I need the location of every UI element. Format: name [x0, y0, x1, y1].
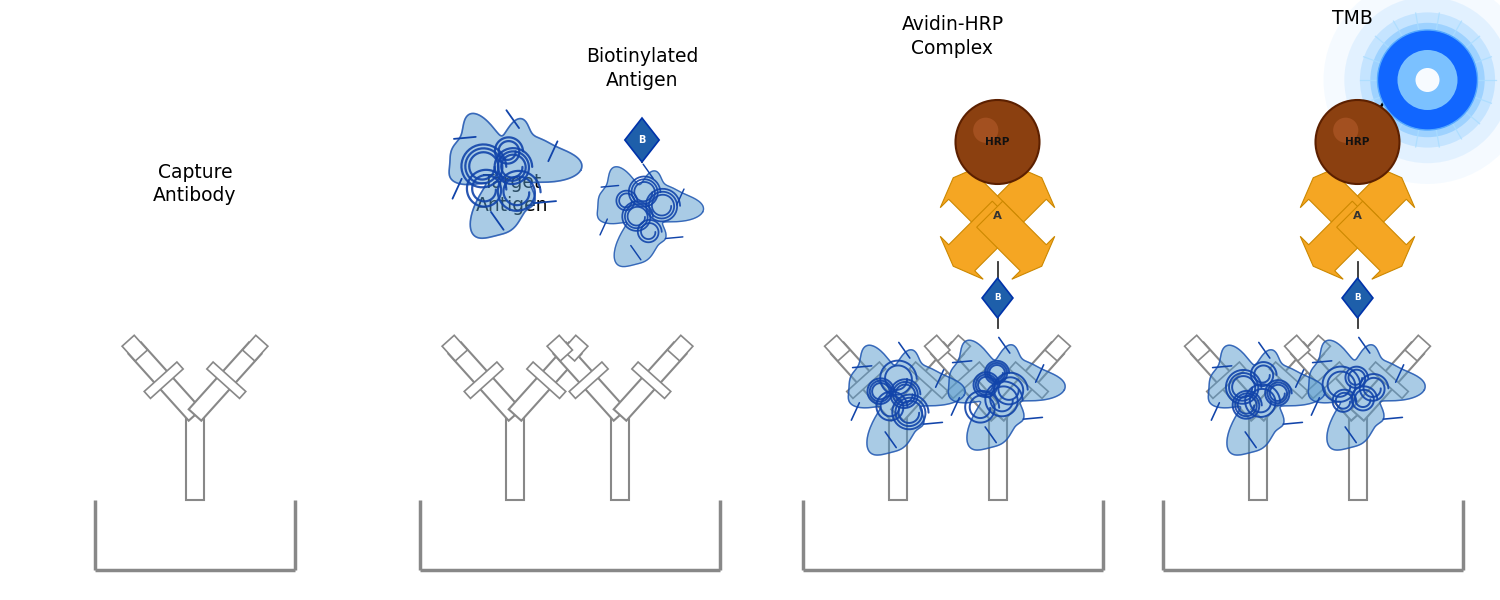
Polygon shape: [976, 165, 1054, 243]
Polygon shape: [948, 340, 1065, 450]
Polygon shape: [597, 167, 703, 266]
Circle shape: [956, 100, 1040, 184]
Polygon shape: [243, 335, 268, 361]
Circle shape: [974, 118, 999, 143]
Polygon shape: [1336, 165, 1414, 243]
Polygon shape: [976, 201, 1054, 279]
Polygon shape: [982, 278, 1012, 318]
Circle shape: [1377, 30, 1478, 130]
Polygon shape: [144, 362, 183, 398]
Text: B: B: [639, 135, 645, 145]
Bar: [1348, 415, 1366, 500]
Polygon shape: [442, 335, 468, 361]
Polygon shape: [526, 362, 566, 398]
Bar: [186, 415, 204, 500]
Polygon shape: [668, 335, 693, 361]
Polygon shape: [846, 362, 885, 398]
Polygon shape: [448, 113, 582, 238]
Polygon shape: [1406, 335, 1431, 361]
Polygon shape: [1185, 335, 1210, 361]
Polygon shape: [1191, 343, 1264, 421]
Circle shape: [1371, 23, 1485, 137]
Polygon shape: [448, 343, 522, 421]
Polygon shape: [1010, 362, 1048, 398]
Polygon shape: [509, 343, 582, 421]
Polygon shape: [891, 343, 965, 421]
Polygon shape: [1209, 345, 1324, 455]
Polygon shape: [1269, 362, 1308, 398]
Bar: [988, 415, 1006, 500]
Polygon shape: [945, 335, 970, 361]
Polygon shape: [940, 201, 1019, 279]
Polygon shape: [1370, 362, 1408, 398]
Text: B: B: [1354, 293, 1360, 302]
Circle shape: [1323, 0, 1500, 184]
Text: A: A: [1353, 211, 1362, 221]
Circle shape: [1360, 13, 1496, 148]
Text: A: A: [993, 211, 1002, 221]
Bar: [1248, 415, 1266, 500]
Polygon shape: [1336, 201, 1414, 279]
Polygon shape: [932, 343, 1004, 421]
Polygon shape: [614, 343, 687, 421]
Polygon shape: [1300, 165, 1378, 243]
Bar: [888, 415, 906, 500]
Polygon shape: [825, 335, 850, 361]
Polygon shape: [562, 335, 588, 361]
Polygon shape: [924, 335, 950, 361]
Polygon shape: [1352, 343, 1424, 421]
Polygon shape: [992, 343, 1064, 421]
Text: Avidin-HRP
Complex: Avidin-HRP Complex: [902, 16, 1004, 58]
Circle shape: [1344, 0, 1500, 163]
Polygon shape: [464, 362, 503, 398]
Polygon shape: [849, 345, 964, 455]
Polygon shape: [1300, 201, 1378, 279]
Polygon shape: [568, 362, 608, 398]
Circle shape: [1416, 68, 1440, 92]
Polygon shape: [940, 165, 1019, 243]
Text: TMB: TMB: [1332, 9, 1372, 28]
Text: HRP: HRP: [986, 137, 1010, 147]
Circle shape: [1398, 50, 1458, 110]
Polygon shape: [1251, 343, 1324, 421]
Polygon shape: [909, 362, 948, 398]
Polygon shape: [1206, 362, 1245, 398]
Polygon shape: [189, 343, 261, 421]
Polygon shape: [946, 362, 986, 398]
Text: B: B: [994, 293, 1000, 302]
Polygon shape: [632, 362, 670, 398]
Bar: [610, 415, 628, 500]
Text: Target
Antigen: Target Antigen: [476, 173, 549, 215]
Polygon shape: [129, 343, 201, 421]
Polygon shape: [554, 343, 627, 421]
Polygon shape: [1308, 340, 1425, 450]
Polygon shape: [1306, 362, 1346, 398]
Polygon shape: [207, 362, 246, 398]
Bar: [506, 415, 524, 500]
Text: Biotinylated
Antigen: Biotinylated Antigen: [586, 47, 698, 90]
Text: Capture
Antibody: Capture Antibody: [153, 163, 237, 205]
Polygon shape: [626, 118, 658, 162]
Text: HRP: HRP: [1346, 137, 1370, 147]
Polygon shape: [831, 343, 904, 421]
Polygon shape: [1342, 278, 1372, 318]
Circle shape: [1316, 100, 1400, 184]
Polygon shape: [1305, 335, 1330, 361]
Polygon shape: [122, 335, 147, 361]
Circle shape: [1334, 118, 1359, 143]
Polygon shape: [1046, 335, 1071, 361]
Polygon shape: [1284, 335, 1310, 361]
Polygon shape: [548, 335, 573, 361]
Polygon shape: [1292, 343, 1364, 421]
